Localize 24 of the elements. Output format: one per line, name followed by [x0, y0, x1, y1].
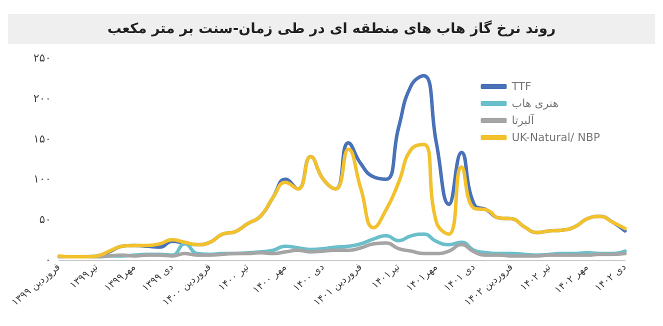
x-tick-label: تیر۱۴۰۱: [370, 262, 402, 292]
y-tick-label: ۵۰: [39, 213, 52, 226]
x-tick-label: تیر ۱۴۰۲: [518, 262, 554, 294]
y-tick-label: ۲۵۰: [33, 52, 52, 64]
x-tick-label: دی ۱۴۰۲: [593, 262, 629, 294]
chart-title: روند نرخ گاز هاب های منطقه ای در طی زمان-سنت بر متر مکعب: [107, 20, 556, 37]
x-tick-label: تیر۱۳۹۹: [68, 262, 100, 292]
x-tick-label: مهر ۱۴۰۲: [552, 262, 591, 296]
x-tick-label: مهر۱۴۰۱: [404, 262, 440, 294]
legend-label: آلبرتا: [512, 113, 535, 127]
x-tick-label: مهر ۱۴۰۰: [251, 262, 289, 296]
legend-label: UK-Natural/ NBP: [512, 131, 600, 144]
x-tick-label: دی ۱۴۰۰: [291, 262, 327, 294]
legend-label: TTF: [510, 80, 532, 93]
x-tick-label: مهر۱۳۹۹: [102, 262, 138, 294]
legend-label: هنری هاب: [512, 97, 559, 110]
line-series: [57, 142, 627, 259]
y-tick-label: ۲۰۰: [33, 92, 52, 105]
y-tick-label: ۱۰۰: [33, 172, 52, 186]
x-tick-label: دی ۱۴۰۱: [442, 262, 478, 294]
line-series: [57, 241, 627, 259]
x-tick-label: تیر ۱۴۰۰: [216, 262, 252, 294]
x-tick-label: دی ۱۳۹۹: [140, 262, 176, 294]
y-tick-label: ۱۵۰: [33, 132, 52, 146]
